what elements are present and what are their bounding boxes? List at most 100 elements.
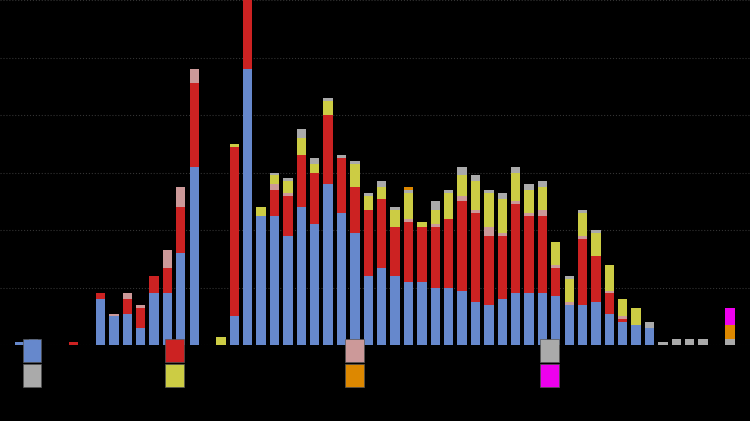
Bar xyxy=(591,256,601,302)
Bar xyxy=(618,319,628,322)
Bar xyxy=(284,179,292,181)
Bar xyxy=(391,276,400,345)
Bar xyxy=(538,181,547,187)
Bar xyxy=(725,308,734,325)
Bar xyxy=(270,216,279,345)
Bar xyxy=(551,242,560,265)
Bar xyxy=(458,196,466,201)
Bar xyxy=(484,305,494,345)
Bar xyxy=(176,253,185,345)
Bar xyxy=(604,314,614,345)
Bar xyxy=(110,317,118,345)
Bar xyxy=(698,339,708,345)
Bar xyxy=(471,181,480,210)
Bar xyxy=(391,207,400,210)
Bar xyxy=(297,155,306,207)
Bar xyxy=(297,129,306,138)
Bar xyxy=(136,328,146,345)
Bar xyxy=(391,210,400,227)
Bar xyxy=(270,176,279,184)
Bar xyxy=(471,213,480,302)
Bar xyxy=(444,218,453,288)
Bar xyxy=(297,138,306,155)
Bar xyxy=(551,268,560,296)
Bar xyxy=(565,305,574,345)
Bar xyxy=(270,173,279,176)
Bar xyxy=(270,190,279,216)
Bar xyxy=(96,293,105,299)
Bar xyxy=(176,187,185,207)
Bar xyxy=(524,213,534,216)
Bar xyxy=(136,305,146,308)
Bar xyxy=(471,302,480,345)
Bar xyxy=(524,216,534,293)
Bar xyxy=(256,207,265,216)
Bar xyxy=(551,265,560,268)
Bar xyxy=(511,167,520,173)
Bar xyxy=(578,239,587,305)
Bar xyxy=(565,302,574,305)
Bar xyxy=(297,207,306,345)
Bar xyxy=(551,296,560,345)
Bar xyxy=(350,233,359,345)
Bar xyxy=(404,190,413,193)
Bar xyxy=(524,190,534,213)
Bar xyxy=(604,290,614,293)
Bar xyxy=(176,207,185,253)
Bar xyxy=(578,305,587,345)
Bar xyxy=(430,227,440,288)
Bar xyxy=(618,317,628,319)
Bar xyxy=(591,302,601,345)
Bar xyxy=(28,339,38,345)
Bar xyxy=(497,299,507,345)
Bar xyxy=(578,210,587,213)
Bar xyxy=(310,158,320,164)
Bar xyxy=(16,342,25,345)
Bar xyxy=(404,187,413,190)
Bar xyxy=(484,236,494,305)
Bar xyxy=(497,199,507,233)
Bar xyxy=(538,210,547,216)
Bar xyxy=(444,193,453,218)
Bar xyxy=(310,164,320,173)
Bar xyxy=(230,317,239,345)
Bar xyxy=(122,293,132,299)
Bar xyxy=(364,276,373,345)
Bar xyxy=(591,230,601,233)
Bar xyxy=(404,193,413,218)
Bar xyxy=(511,293,520,345)
Bar xyxy=(618,299,628,317)
Bar xyxy=(484,190,494,193)
Bar xyxy=(565,279,574,302)
Bar xyxy=(323,101,333,115)
Bar xyxy=(430,288,440,345)
Bar xyxy=(417,221,427,227)
Bar xyxy=(458,176,466,196)
Bar xyxy=(524,184,534,190)
Bar xyxy=(471,210,480,213)
Bar xyxy=(444,288,453,345)
Bar xyxy=(243,0,253,69)
Bar xyxy=(430,201,440,210)
Bar xyxy=(645,322,654,328)
Bar xyxy=(484,193,494,227)
Bar xyxy=(725,325,734,339)
Bar xyxy=(458,290,466,345)
Bar xyxy=(310,224,320,345)
Bar xyxy=(658,342,668,345)
Bar xyxy=(632,308,640,325)
Bar xyxy=(725,339,734,345)
Bar xyxy=(511,204,520,293)
Bar xyxy=(216,337,226,345)
Bar xyxy=(122,299,132,314)
Bar xyxy=(685,339,694,345)
Bar xyxy=(284,193,292,196)
Bar xyxy=(243,69,253,345)
Bar xyxy=(578,236,587,239)
Bar xyxy=(645,328,654,345)
Bar xyxy=(364,196,373,210)
Bar xyxy=(458,201,466,290)
Bar xyxy=(471,176,480,181)
Bar xyxy=(190,69,199,83)
Bar xyxy=(604,293,614,314)
